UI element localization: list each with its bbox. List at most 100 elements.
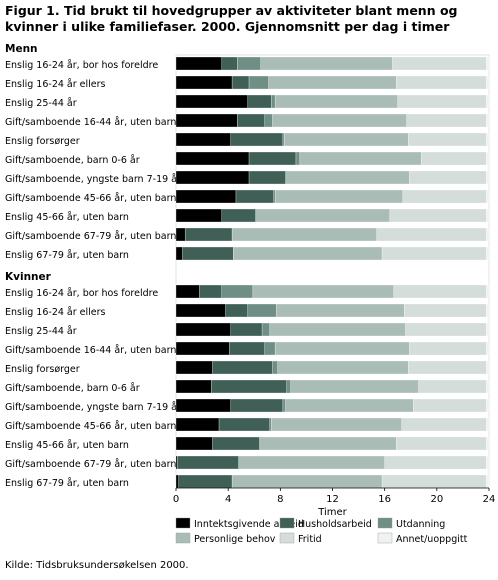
bar-segment-fritid xyxy=(381,246,487,261)
category-label: Enslig forsørger xyxy=(5,364,80,375)
bar-segment-husholdsarbeid xyxy=(184,227,233,242)
bar-segment-inntektsgivende-arbeid xyxy=(175,151,250,166)
bar-segment-inntektsgivende-arbeid xyxy=(175,360,213,375)
bar-segment-utdanning xyxy=(264,341,276,356)
bar-segment-utdanning xyxy=(269,417,272,432)
bar-segment-utdanning xyxy=(272,360,278,375)
bar-segment-annet-uoppgitt xyxy=(486,303,490,318)
bar-segment-inntektsgivende-arbeid xyxy=(175,170,250,185)
bar-segment-husholdsarbeid xyxy=(218,417,271,432)
bar-segment-fritid xyxy=(406,113,487,128)
bar-segment-husholdsarbeid xyxy=(229,341,265,356)
bar-segment-annet-uoppgitt xyxy=(486,284,490,299)
bar-segment-inntektsgivende-arbeid xyxy=(175,208,222,223)
bar-segment-annet-uoppgitt xyxy=(486,246,490,261)
bar-segment-personlige-behov xyxy=(238,455,385,470)
group-label-1: Kvinner xyxy=(5,271,52,283)
bar-segment-personlige-behov xyxy=(233,246,383,261)
bar-segment-utdanning xyxy=(255,208,258,223)
bar-segment-fritid xyxy=(401,417,487,432)
bar-segment-personlige-behov xyxy=(269,322,406,337)
bar-segment-annet-uoppgitt xyxy=(486,455,490,470)
bar-segment-fritid xyxy=(413,398,487,413)
bar-segment-utdanning xyxy=(282,132,285,147)
bar-segment-husholdsarbeid xyxy=(235,189,274,204)
legend-label: Personlige behov xyxy=(194,534,276,545)
bar-segment-fritid xyxy=(392,56,487,71)
bar-segment-fritid xyxy=(407,360,487,375)
source-note: Kilde: Tidsbruksundersøkelsen 2000. xyxy=(5,560,189,571)
bar-segment-inntektsgivende-arbeid xyxy=(175,436,213,451)
bar-segment-annet-uoppgitt xyxy=(486,227,490,242)
category-label: Enslig 16-24 år ellers xyxy=(5,79,106,90)
bar-segment-inntektsgivende-arbeid xyxy=(175,189,237,204)
bar-segment-husholdsarbeid xyxy=(248,170,286,185)
x-axis-title: Timer xyxy=(317,507,347,518)
bar-segment-utdanning xyxy=(273,189,276,204)
category-label: Gift/samboende 67-79 år, uten barn xyxy=(5,231,176,242)
bar-segment-inntektsgivende-arbeid xyxy=(175,303,226,318)
bar-segment-utdanning xyxy=(237,56,261,71)
legend-swatch xyxy=(175,517,191,529)
bar-segment-fritid xyxy=(402,189,487,204)
category-label: Enslig 67-79 år, uten barn xyxy=(5,478,129,489)
bar-segment-husholdsarbeid xyxy=(199,284,222,299)
bar-segment-annet-uoppgitt xyxy=(486,398,490,413)
x-tick-label: 24 xyxy=(483,494,496,505)
bar-segment-utdanning xyxy=(282,398,286,413)
bar-segment-annet-uoppgitt xyxy=(486,75,490,90)
bar-segment-inntektsgivende-arbeid xyxy=(175,227,186,242)
x-tick-label: 20 xyxy=(430,494,443,505)
bar-segment-fritid xyxy=(404,303,487,318)
bar-segment-personlige-behov xyxy=(252,284,394,299)
bar-segment-inntektsgivende-arbeid xyxy=(175,455,178,470)
bar-segment-personlige-behov xyxy=(272,113,407,128)
category-label: Enslig 16-24 år, bor hos foreldre xyxy=(5,288,158,299)
category-label: Gift/samboende 16-44 år, uten barn xyxy=(5,345,176,356)
bar-segment-personlige-behov xyxy=(271,417,402,432)
bar-segment-personlige-behov xyxy=(260,436,397,451)
legend-swatch xyxy=(279,517,295,529)
bar-segment-fritid xyxy=(396,436,487,451)
bar-segment-inntektsgivende-arbeid xyxy=(175,474,179,489)
bar-segment-annet-uoppgitt xyxy=(486,56,490,71)
bar-segment-husholdsarbeid xyxy=(248,151,297,166)
bar-segment-fritid xyxy=(421,151,487,166)
bar-segment-husholdsarbeid xyxy=(177,455,239,470)
bar-segment-annet-uoppgitt xyxy=(486,151,490,166)
bar-segment-utdanning xyxy=(286,379,291,394)
bar-segment-annet-uoppgitt xyxy=(486,417,490,432)
bar-segment-fritid xyxy=(381,474,487,489)
bar-segment-personlige-behov xyxy=(277,360,409,375)
bar-segment-annet-uoppgitt xyxy=(486,341,490,356)
bar-segment-personlige-behov xyxy=(260,56,393,71)
category-label: Enslig 16-24 år, bor hos foreldre xyxy=(5,60,158,71)
bar-segment-personlige-behov xyxy=(286,170,410,185)
x-tick-label: 16 xyxy=(378,494,391,505)
bar-segment-utdanning xyxy=(261,322,271,337)
bar-segment-utdanning xyxy=(295,151,301,166)
bar-segment-fritid xyxy=(418,379,487,394)
bar-segment-utdanning xyxy=(264,113,273,128)
legend-label: Inntektsgivende arbeid xyxy=(194,519,304,530)
bar-segment-fritid xyxy=(393,284,487,299)
bar-segment-husholdsarbeid xyxy=(231,75,250,90)
bar-segment-husholdsarbeid xyxy=(211,379,288,394)
bar-segment-husholdsarbeid xyxy=(221,208,256,223)
category-label: Enslig 45-66 år, uten barn xyxy=(5,440,129,451)
x-tick-label: 4 xyxy=(225,494,231,505)
bar-segment-personlige-behov xyxy=(290,379,419,394)
bar-segment-husholdsarbeid xyxy=(182,246,234,261)
bar-segment-personlige-behov xyxy=(299,151,422,166)
bar-segment-annet-uoppgitt xyxy=(486,436,490,451)
category-label: Gift/samboende, barn 0-6 år xyxy=(5,155,140,166)
bar-segment-husholdsarbeid xyxy=(178,474,233,489)
bar-segment-personlige-behov xyxy=(274,341,410,356)
bar-segment-personlige-behov xyxy=(276,303,405,318)
bar-segment-husholdsarbeid xyxy=(230,322,263,337)
bar-segment-personlige-behov xyxy=(256,208,391,223)
bar-segment-husholdsarbeid xyxy=(225,303,248,318)
bar-segment-personlige-behov xyxy=(285,398,414,413)
bar-segment-fritid xyxy=(409,170,487,185)
bar-segment-inntektsgivende-arbeid xyxy=(175,132,231,147)
